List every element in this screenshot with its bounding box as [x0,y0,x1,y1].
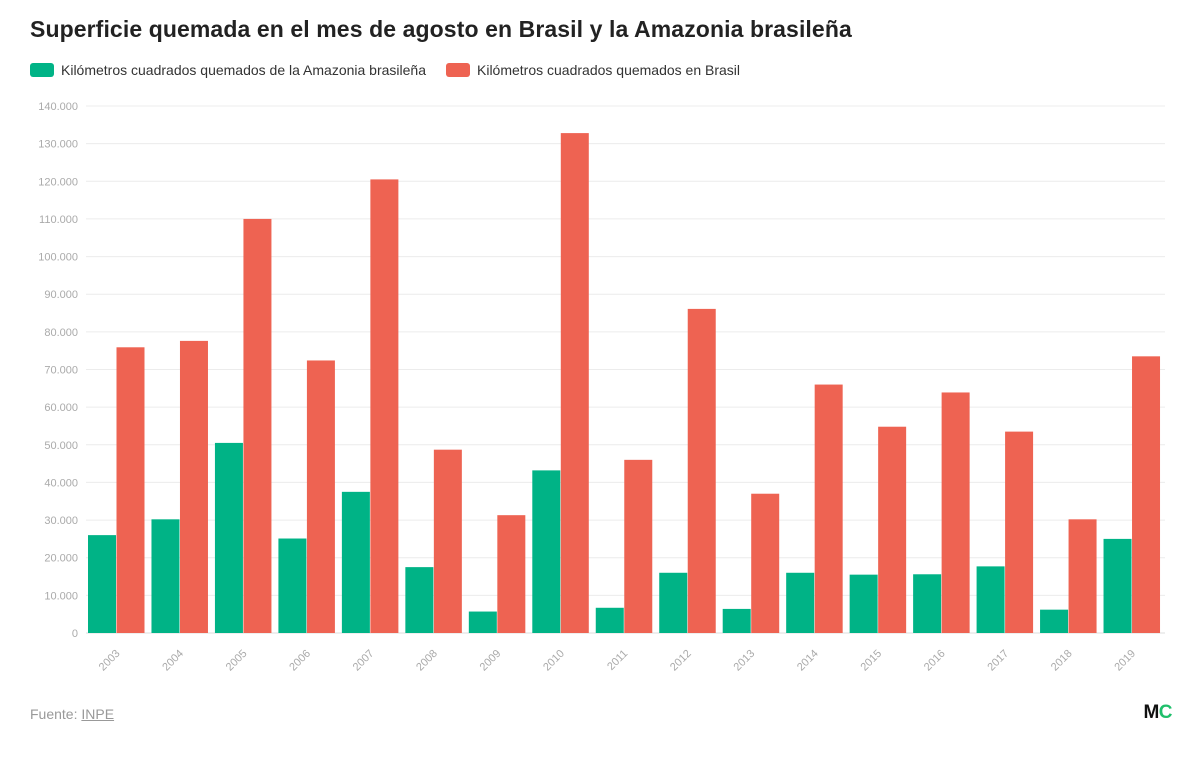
bar-amazonia [786,572,815,633]
x-tick-label: 2015 [858,648,884,674]
bar-brasil [624,459,653,633]
bar-amazonia [278,538,307,633]
y-tick-label: 90.000 [44,289,78,301]
bar-amazonia [1103,538,1132,633]
bar-brasil [560,133,589,634]
bar-brasil [497,515,526,633]
bar-brasil [306,360,335,633]
source-note: Fuente: INPE [30,706,114,722]
bar-brasil [1132,356,1161,633]
mc-logo: MC [1143,702,1172,724]
x-tick-label: 2006 [287,648,313,674]
bar-brasil [941,392,970,633]
y-tick-label: 60.000 [44,402,78,414]
legend-label-brasil: Kilómetros cuadrados quemados en Brasil [477,62,741,78]
chart-title: Superficie quemada en el mes de agosto e… [30,16,852,42]
x-tick-label: 2004 [160,648,186,674]
logo-m: M [1143,702,1159,723]
bar-amazonia [722,608,751,633]
bar-brasil [116,347,145,633]
bar-amazonia [341,491,370,633]
y-tick-label: 70.000 [44,365,78,377]
legend-item-amazonia[interactable]: Kilómetros cuadrados quemados de la Amaz… [30,62,426,78]
y-tick-label: 0 [72,628,78,640]
x-tick-label: 2016 [922,648,948,674]
y-tick-label: 110.000 [39,214,78,226]
bar-amazonia [214,442,243,633]
y-tick-label: 100.000 [38,252,78,264]
y-tick-label: 80.000 [44,327,78,339]
bar-brasil [751,493,780,633]
x-tick-label: 2018 [1049,648,1075,674]
x-tick-label: 2011 [605,648,630,673]
bar-amazonia [849,574,878,633]
legend-label-amazonia: Kilómetros cuadrados quemados de la Amaz… [61,62,426,78]
bar-amazonia [468,611,497,633]
y-tick-label: 10.000 [44,590,78,602]
legend-swatch-amazonia [30,63,54,77]
bar-amazonia [151,519,180,633]
y-tick-label: 130.000 [38,139,78,151]
y-tick-label: 20.000 [44,553,78,565]
bar-brasil [179,340,208,633]
x-tick-label: 2007 [351,648,377,674]
x-tick-label: 2012 [668,648,694,674]
bar-amazonia [913,574,942,633]
legend-swatch-brasil [446,63,470,77]
x-tick-label: 2017 [985,648,1011,674]
y-tick-label: 120.000 [38,176,78,188]
legend: Kilómetros cuadrados quemados de la Amaz… [30,62,740,78]
bar-amazonia [1040,609,1069,633]
y-tick-label: 50.000 [44,440,78,452]
bar-brasil [243,218,272,633]
x-tick-label: 2019 [1112,648,1138,674]
y-tick-label: 140.000 [38,101,78,113]
bar-amazonia [88,535,116,633]
x-tick-label: 2010 [541,648,567,674]
legend-item-brasil[interactable]: Kilómetros cuadrados quemados en Brasil [446,62,740,78]
bar-brasil [814,384,843,633]
bar-amazonia [659,572,688,633]
logo-c: C [1158,702,1173,723]
y-tick-label: 30.000 [44,515,78,527]
x-tick-label: 2009 [478,648,504,674]
x-tick-label: 2005 [224,648,250,674]
source-prefix: Fuente: [30,706,82,722]
bar-brasil [370,179,399,633]
bar-amazonia [595,607,624,633]
bar-brasil [878,426,907,633]
bar-amazonia [532,470,561,633]
bar-brasil [1005,431,1034,633]
y-tick-label: 40.000 [44,477,78,489]
bar-brasil [433,449,462,633]
bar-chart: 0 10.000 20.000 30.000 40.000 50.000 60.000 70.… [38,101,1165,674]
x-tick-label: 2013 [732,648,758,674]
bar-brasil [687,308,716,633]
bar-brasil [1068,519,1097,633]
bar-amazonia [976,566,1005,633]
bar-amazonia [405,567,434,633]
x-tick-label: 2008 [414,648,440,674]
x-tick-label: 2014 [795,648,821,674]
x-tick-label: 2003 [97,648,123,674]
source-link-inpe[interactable]: INPE [81,706,115,722]
